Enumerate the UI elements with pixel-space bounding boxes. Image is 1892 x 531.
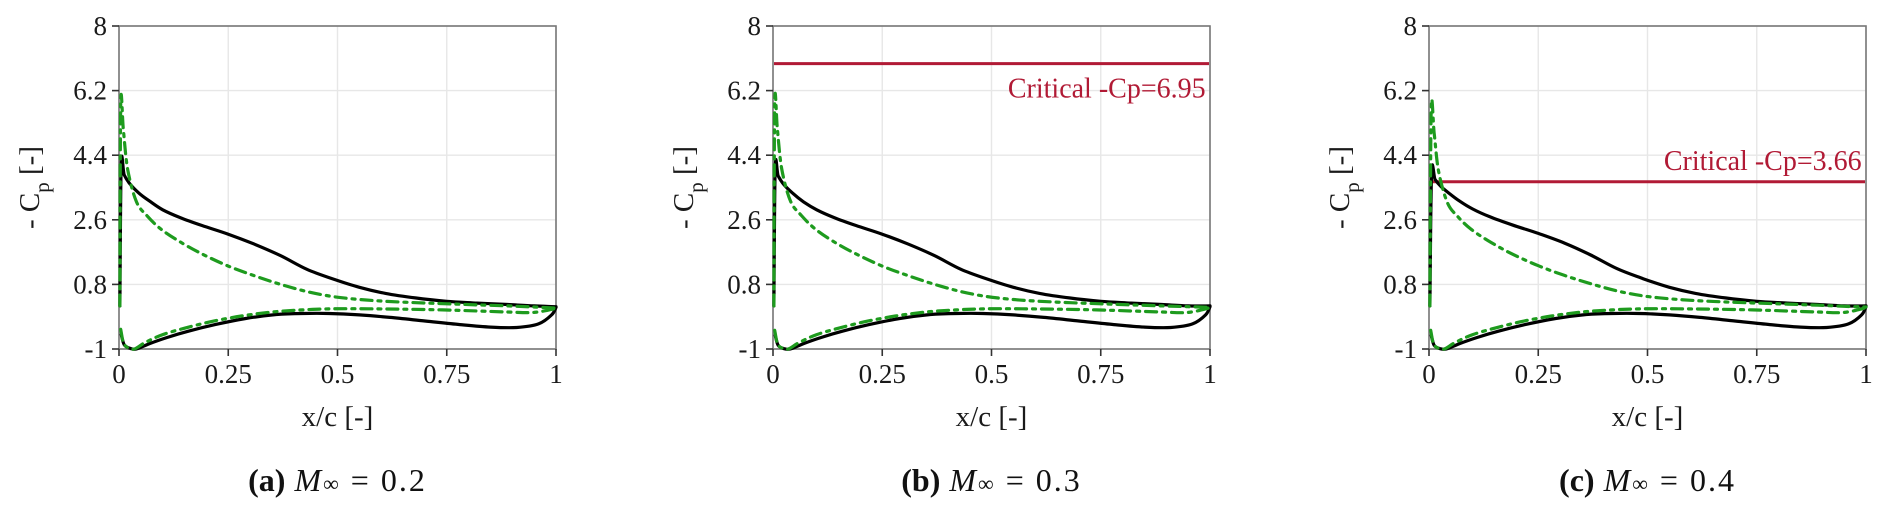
upper-surface-dashdot-green-curve: [772, 91, 1212, 309]
subplot-a-caption: (a) M ∞ = 0.2: [248, 462, 427, 498]
y-tick-label: 2.6: [727, 205, 761, 235]
x-tick-label: 0.25: [859, 359, 906, 389]
x-axis-label: x/c [-]: [302, 401, 374, 433]
axis-ticks: 0 0.25 0.5 0.75 1 -1 0.8 2.6 4.4 6.2 8: [727, 11, 1217, 389]
plot-a-canvas: 0 0.25 0.5 0.75 1 -1 0.8 2.6 4.4 6.2 8 x/c [-] - Cp …: [14, 11, 563, 433]
critical-cp-label: Critical -Cp=3.66: [1664, 146, 1862, 177]
curves: [118, 92, 558, 351]
upper-surface-dashdot-green-curve: [1428, 98, 1868, 309]
y-tick-label: 4.4: [73, 140, 107, 170]
y-tick-label: 0.8: [727, 269, 761, 299]
lower-surface-solid-black-curve: [119, 305, 558, 351]
y-tick-label: 6.2: [73, 76, 107, 106]
subplot-a: 0 0.25 0.5 0.75 1 -1 0.8 2.6 4.4 6.2 8 x/c [-] - Cp …: [0, 0, 630, 531]
y-axis-label: - Cp [-]: [1324, 146, 1364, 229]
lower-surface-dashdot-green-curve: [119, 306, 558, 351]
y-tick-label: -1: [739, 334, 762, 364]
x-tick-label: 0: [766, 359, 780, 389]
caption-index: (c): [1559, 462, 1595, 498]
caption-index: (a): [248, 462, 286, 498]
caption-mach-symbol: M: [949, 462, 977, 498]
y-tick-label: 8: [748, 11, 762, 41]
axis-ticks: 0 0.25 0.5 0.75 1 -1 0.8 2.6 4.4 6.2 8: [73, 11, 563, 389]
lower-surface-solid-black-curve: [1429, 305, 1868, 351]
x-tick-label: 0: [112, 359, 126, 389]
axis-ticks: 0 0.25 0.5 0.75 1 -1 0.8 2.6 4.4 6.2 8: [1383, 11, 1873, 389]
y-tick-label: -1: [1395, 334, 1418, 364]
x-axis-label: x/c [-]: [1612, 401, 1684, 433]
y-tick-label: -1: [85, 334, 108, 364]
x-tick-label: 1: [1859, 359, 1873, 389]
x-tick-label: 1: [1203, 359, 1217, 389]
subplot-b-caption: (b) M ∞ = 0.3: [901, 462, 1082, 498]
caption-index: (b): [901, 462, 941, 498]
curves: [772, 91, 1212, 351]
lower-surface-solid-black-curve: [773, 305, 1212, 351]
y-tick-label: 0.8: [1383, 269, 1417, 299]
lower-surface-dashdot-green-curve: [1429, 306, 1868, 351]
plot-c-canvas: 0 0.25 0.5 0.75 1 -1 0.8 2.6 4.4 6.2 8 x/c [-] - Cp …: [1324, 11, 1873, 433]
x-tick-label: 0.5: [321, 359, 355, 389]
curves: [1428, 98, 1868, 351]
y-axis-label: - Cp [-]: [668, 146, 708, 229]
y-tick-label: 6.2: [727, 76, 761, 106]
grid-lines: [1428, 25, 1867, 350]
caption-mach-value: = 0.4: [1659, 462, 1736, 498]
plot-b-canvas: 0 0.25 0.5 0.75 1 -1 0.8 2.6 4.4 6.2 8 x/c [-] - Cp …: [668, 11, 1217, 433]
x-tick-label: 0.75: [423, 359, 470, 389]
x-tick-label: 0.25: [1515, 359, 1562, 389]
lower-surface-dashdot-green-curve: [773, 306, 1212, 351]
x-axis-label: x/c [-]: [956, 401, 1028, 433]
y-tick-label: 2.6: [1383, 205, 1417, 235]
caption-mach-value: = 0.3: [1005, 462, 1082, 498]
y-tick-label: 0.8: [73, 269, 107, 299]
y-tick-label: 4.4: [1383, 140, 1417, 170]
x-tick-label: 1: [549, 359, 563, 389]
x-tick-label: 0.75: [1733, 359, 1780, 389]
subplot-c: 0 0.25 0.5 0.75 1 -1 0.8 2.6 4.4 6.2 8 x/c [-] - Cp …: [1260, 0, 1892, 531]
x-tick-label: 0.5: [1631, 359, 1665, 389]
subplot-b: 0 0.25 0.5 0.75 1 -1 0.8 2.6 4.4 6.2 8 x/c [-] - Cp …: [630, 0, 1260, 531]
y-tick-label: 2.6: [73, 205, 107, 235]
y-tick-label: 6.2: [1383, 76, 1417, 106]
y-tick-label: 8: [94, 11, 108, 41]
x-tick-label: 0: [1422, 359, 1436, 389]
caption-mach-symbol: M: [294, 462, 322, 498]
caption-mach-symbol: M: [1603, 462, 1631, 498]
grid-lines: [118, 25, 557, 350]
caption-mach-value: = 0.2: [350, 462, 427, 498]
subplot-c-caption: (c) M ∞ = 0.4: [1559, 462, 1736, 498]
x-tick-label: 0.75: [1077, 359, 1124, 389]
upper-surface-dashdot-green-curve: [118, 92, 558, 310]
y-tick-label: 4.4: [727, 140, 761, 170]
critical-cp-label: Critical -Cp=6.95: [1008, 74, 1206, 105]
x-tick-label: 0.25: [205, 359, 252, 389]
y-axis-label: - Cp [-]: [14, 146, 54, 229]
x-tick-label: 0.5: [975, 359, 1009, 389]
y-tick-label: 8: [1404, 11, 1418, 41]
